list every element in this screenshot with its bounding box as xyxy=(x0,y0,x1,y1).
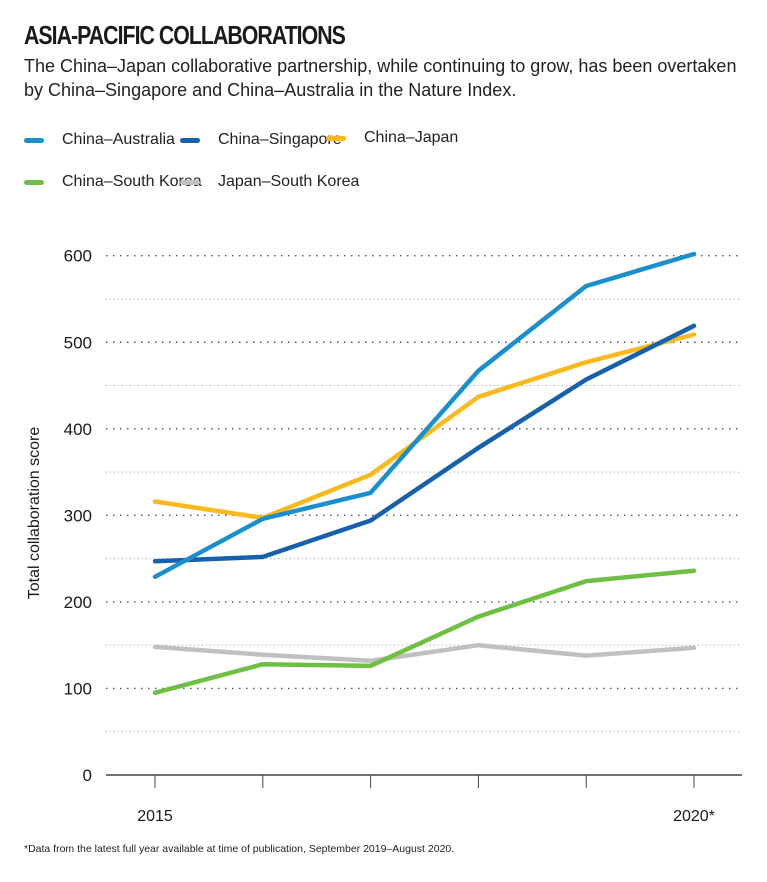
legend-swatch xyxy=(180,137,200,143)
legend-item-china-japan: China–Japan xyxy=(326,129,458,147)
legend-item-china-australia: China–Australia xyxy=(24,131,175,149)
series-line-china-south-korea xyxy=(152,568,697,696)
x-tick-label: 2015 xyxy=(137,808,173,825)
legend-label: China–Singapore xyxy=(218,131,342,148)
y-tick-label: 100 xyxy=(64,679,92,698)
footnote: *Data from the latest full year availabl… xyxy=(24,843,455,855)
legend-swatch xyxy=(180,179,200,185)
legend-label: China–Australia xyxy=(62,131,175,148)
chart-title: ASIA-PACIFIC COLLABORATIONS xyxy=(24,20,346,50)
series-line-japan-south-korea xyxy=(152,642,697,664)
legend-swatch xyxy=(24,179,44,185)
series-line-china-australia xyxy=(152,251,697,580)
legend-item-china-south-korea: China–South Korea xyxy=(24,173,202,191)
y-tick-label: 0 xyxy=(83,766,92,785)
legend-label: China–Japan xyxy=(364,129,459,146)
legend-swatch xyxy=(24,137,44,143)
y-axis-label: Total collaboration score xyxy=(26,427,43,600)
y-tick-label: 300 xyxy=(64,506,92,525)
legend-label: China–South Korea xyxy=(62,173,202,190)
series-line-china-singapore xyxy=(152,323,697,564)
legend-swatch xyxy=(326,135,346,141)
y-tick-label: 200 xyxy=(64,593,92,612)
legend-label: Japan–South Korea xyxy=(218,173,360,190)
y-tick-label: 600 xyxy=(64,247,92,266)
x-tick-label: 2020* xyxy=(673,808,715,825)
legend-item-japan-south-korea: Japan–South Korea xyxy=(180,173,359,191)
legend-item-china-singapore: China–Singapore xyxy=(180,131,342,149)
legend: China–Australia China–Singapore China–Ja… xyxy=(16,128,756,198)
y-tick-label: 500 xyxy=(64,333,92,352)
y-tick-label: 400 xyxy=(64,420,92,439)
series-line-china-japan xyxy=(152,332,697,521)
chart-subtitle: The China–Japan collaborative partnershi… xyxy=(24,56,737,100)
